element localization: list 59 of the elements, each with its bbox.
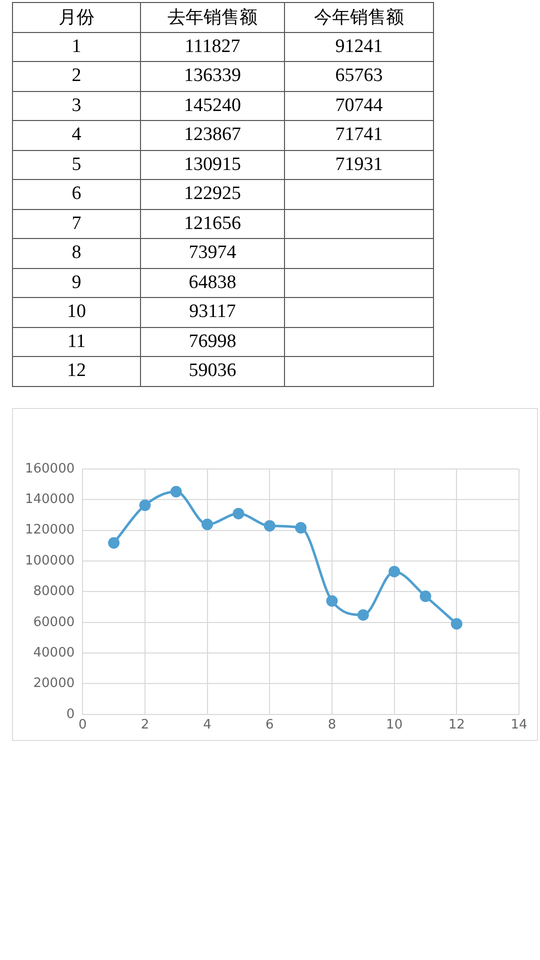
- point: [202, 518, 214, 530]
- y-tick-label: 40000: [33, 645, 75, 660]
- data-label: 93117: [140, 298, 284, 327]
- point: [139, 500, 151, 512]
- y-tick-label: 1: [12, 32, 140, 62]
- y-tick-label: 7: [12, 209, 140, 238]
- y-tick-label: 12: [12, 356, 140, 386]
- data-label: 111827: [140, 32, 284, 62]
- point: [388, 566, 400, 578]
- data-label: 71741: [284, 120, 434, 150]
- point: [232, 508, 244, 520]
- point: [108, 537, 120, 549]
- x-tick-label: 4: [203, 718, 212, 733]
- y-tick-label: 100000: [24, 553, 75, 568]
- data-label: 123867: [140, 120, 284, 150]
- y-tick-label: 9: [12, 268, 140, 298]
- data-label: 136339: [140, 62, 284, 91]
- x-tick-label: 今年销售额: [284, 2, 434, 32]
- y-axis-title: 月份: [12, 2, 140, 32]
- y-tick-label: 8: [12, 238, 140, 268]
- data-label: 64838: [140, 268, 284, 298]
- y-tick-label: 20000: [33, 676, 75, 692]
- x-tick-label: 6: [266, 718, 274, 733]
- point: [170, 486, 182, 498]
- data-label: 130915: [140, 150, 284, 180]
- y-tick-label: 80000: [33, 584, 75, 600]
- data-label: 91241: [284, 32, 434, 62]
- x-tick-label: 去年销售额: [140, 2, 284, 32]
- y-tick-label: 6: [12, 180, 140, 209]
- y-tick-label: 5: [12, 150, 140, 180]
- y-tick-label: 120000: [24, 522, 75, 538]
- y-tick-label: 3: [12, 91, 140, 120]
- x-tick-label: 8: [328, 718, 336, 733]
- data-label: 71931: [284, 150, 434, 180]
- point: [326, 595, 338, 607]
- y-tick-label: 11: [12, 327, 140, 356]
- point: [450, 618, 462, 630]
- y-tick-label: 0: [66, 706, 75, 722]
- data-label: 145240: [140, 91, 284, 120]
- y-tick-label: 60000: [33, 614, 75, 630]
- data-label: 65763: [284, 62, 434, 91]
- y-tick-label: 10: [12, 298, 140, 327]
- data-label: 73974: [140, 238, 284, 268]
- data-label: 121656: [140, 209, 284, 238]
- data-label: 59036: [140, 356, 284, 386]
- y-tick-label: 160000: [24, 461, 75, 476]
- point: [295, 522, 307, 534]
- x-tick-label: 12: [448, 718, 465, 733]
- x-tick-label: 10: [386, 718, 403, 733]
- data-label: 76998: [140, 327, 284, 356]
- point: [357, 609, 369, 621]
- y-tick-label: 140000: [24, 492, 75, 508]
- point: [420, 590, 432, 602]
- data-label: 122925: [140, 180, 284, 209]
- x-tick-label: 14: [510, 718, 528, 733]
- point: [264, 520, 276, 532]
- y-tick-label: 4: [12, 120, 140, 150]
- data-label: 70744: [284, 91, 434, 120]
- y-tick-label: 2: [12, 62, 140, 91]
